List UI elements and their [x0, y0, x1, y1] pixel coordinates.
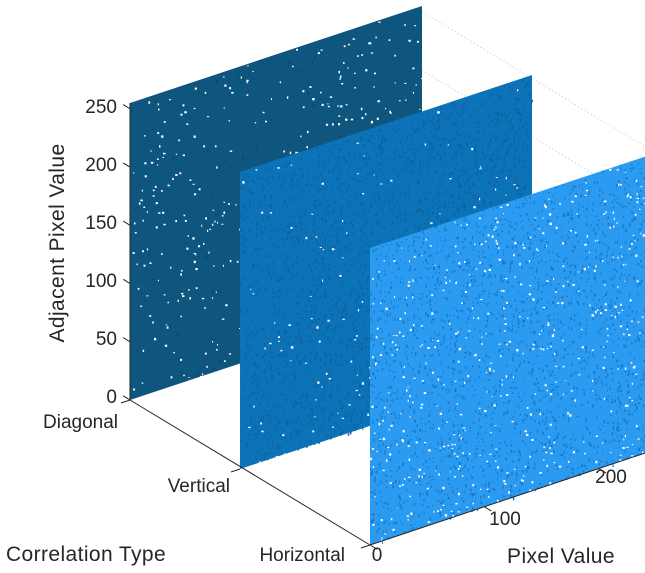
scatter-points-dark-horizontal — [370, 162, 645, 544]
y-tick-marks — [120, 399, 371, 549]
z-tick-100: 100 — [85, 271, 117, 292]
y-axis-line — [129, 399, 371, 546]
scatter-plane-horizontal — [370, 156, 645, 545]
x-tick-marks — [369, 468, 607, 550]
y-tick-vertical: Vertical — [167, 476, 230, 497]
z-tick-150: 150 — [85, 213, 117, 234]
x-tick-200: 200 — [595, 467, 627, 488]
x-axis-line — [369, 452, 645, 546]
z-tick-marks — [122, 104, 131, 401]
y-axis-label: Correlation Type — [5, 543, 167, 566]
wall-gridline-z250 — [421, 11, 645, 148]
y-tick-diagonal: Diagonal — [43, 412, 118, 433]
z-tick-50: 50 — [95, 329, 117, 350]
y-tick-horizontal: Horizontal — [259, 545, 345, 566]
axes-lines-and-ticks — [120, 103, 645, 550]
z-axis-label: Adjacent Pixel Value — [46, 143, 69, 343]
z-tick-250: 250 — [85, 97, 117, 118]
x-axis-label: Pixel Value — [507, 545, 615, 568]
plane-fill-horizontal — [370, 156, 645, 545]
x-tick-100: 100 — [489, 509, 521, 530]
z-tick-0: 0 — [106, 387, 117, 408]
x-tick-0: 0 — [371, 545, 383, 566]
z-tick-200: 200 — [85, 155, 117, 176]
